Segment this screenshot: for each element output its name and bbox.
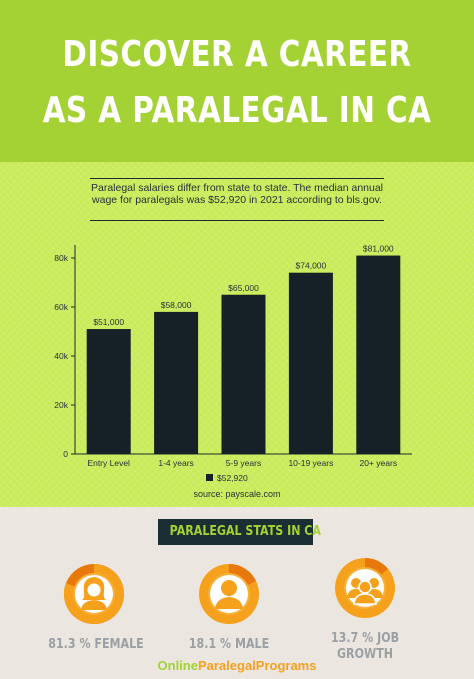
- bar: [86, 329, 131, 454]
- y-tick-label: 80k: [54, 253, 68, 263]
- page-title-line-1: DISCOVER A CAREER: [62, 34, 412, 75]
- brand-logo: OnlineParalegalPrograms: [0, 658, 474, 673]
- y-tick-label: 60k: [54, 302, 68, 312]
- chart-source: source: payscale.com: [193, 489, 280, 499]
- bar-data-label: $65,000: [228, 283, 259, 293]
- stat-female-label: 81.3 % FEMALE: [48, 636, 144, 652]
- page-title-line-2: AS A PARALEGAL IN CA: [42, 90, 432, 131]
- bar-data-label: $51,000: [93, 317, 124, 327]
- x-tick-label: 20+ years: [360, 458, 398, 468]
- brand-part-1: Online: [157, 658, 198, 673]
- female-user-icon: [63, 564, 124, 624]
- bar: [356, 255, 401, 454]
- bar-data-label: $58,000: [161, 300, 192, 310]
- stats-title-badge: [158, 519, 313, 545]
- group-icon: [335, 558, 395, 618]
- header-banner: [0, 0, 474, 162]
- bar-data-label: $81,000: [363, 244, 394, 254]
- note-top-rule: [90, 178, 384, 179]
- y-tick-label: 0: [63, 449, 68, 459]
- x-tick-label: Entry Level: [87, 458, 130, 468]
- bar: [221, 294, 266, 454]
- male-user-icon: [199, 564, 259, 624]
- y-tick-label: 40k: [54, 351, 68, 361]
- stats-title: PARALEGAL STATS IN CA: [169, 524, 321, 539]
- x-tick-label: 1-4 years: [158, 458, 193, 468]
- x-tick-label: 10-19 years: [288, 458, 333, 468]
- brand-part-2: ParalegalPrograms: [197, 658, 317, 673]
- bar: [154, 311, 199, 454]
- note-bottom-rule: [90, 220, 384, 221]
- bar-data-label: $74,000: [296, 261, 327, 271]
- bar: [288, 272, 333, 454]
- legend-label: $52,920: [217, 473, 248, 483]
- x-tick-label: 5-9 years: [226, 458, 261, 468]
- stat-growth-label: 13.7 % JOB GROWTH: [330, 630, 400, 662]
- y-tick-label: 20k: [54, 400, 68, 410]
- stat-male-label: 18.1 % MALE: [188, 636, 270, 652]
- chart-note: Paralegal salaries differ from state to …: [90, 182, 384, 206]
- legend-swatch: [206, 474, 213, 481]
